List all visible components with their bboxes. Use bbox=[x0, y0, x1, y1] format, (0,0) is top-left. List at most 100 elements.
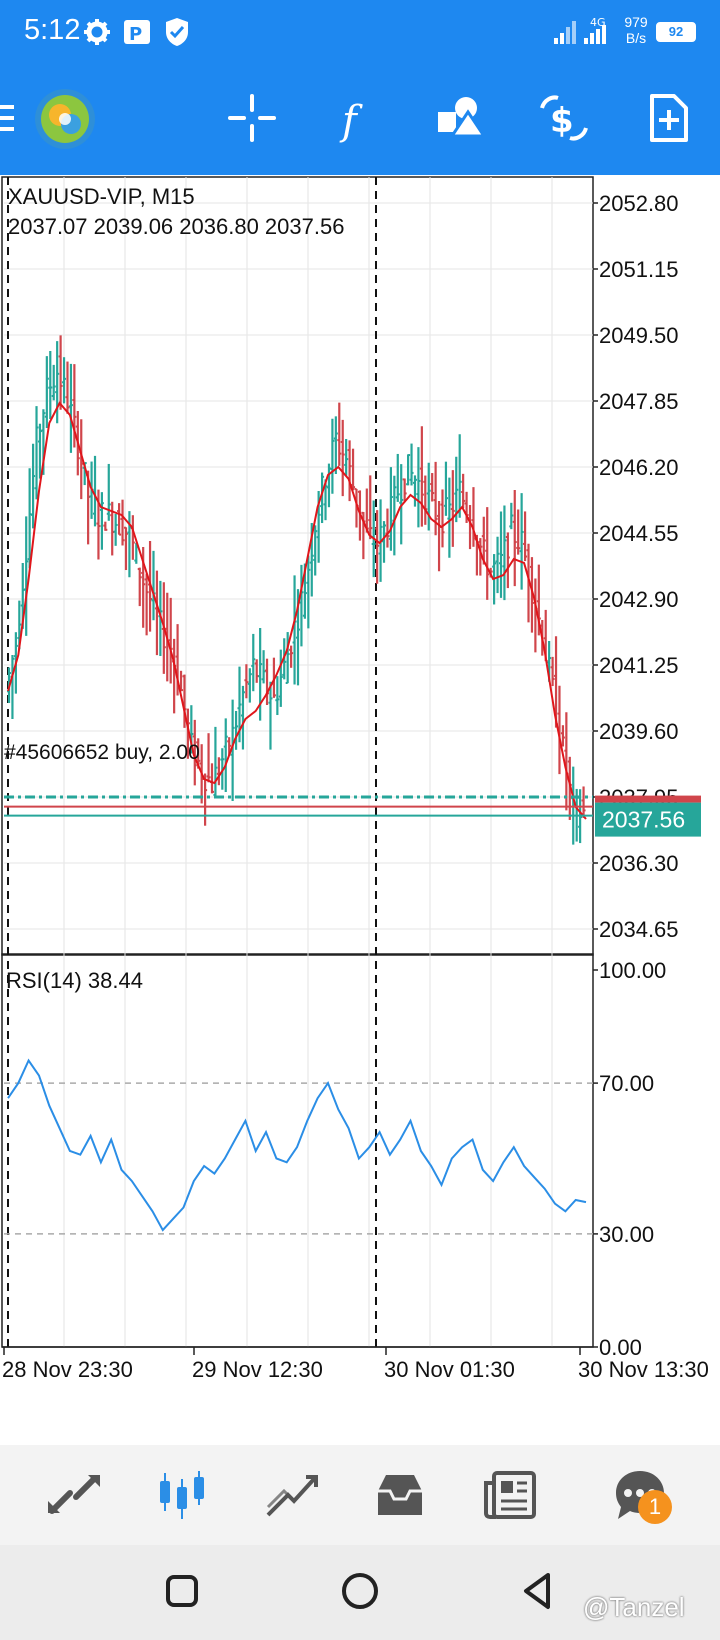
price-tick-label: 2036.30 bbox=[599, 851, 679, 876]
ohlc-bar bbox=[344, 438, 349, 476]
ohlc-bar bbox=[333, 416, 338, 475]
ohlc-bar bbox=[244, 664, 249, 699]
shield-icon bbox=[166, 18, 188, 46]
ohlc-bar bbox=[509, 502, 514, 530]
function-icon: f bbox=[339, 98, 363, 144]
ohlc-bar bbox=[447, 477, 452, 558]
ohlc-bar bbox=[292, 575, 297, 685]
nav-news[interactable] bbox=[480, 1467, 540, 1523]
nav-quotes[interactable] bbox=[44, 1467, 104, 1523]
price-chart[interactable]: 2052.80 2051.15 2049.50 2047.85 2046.20 2044.… bbox=[0, 175, 720, 1445]
trade-button[interactable]: $ bbox=[536, 90, 592, 146]
ohlc-bar bbox=[24, 516, 29, 636]
ohlc-bar bbox=[31, 443, 36, 529]
chart-toolbar: f $ bbox=[0, 68, 720, 175]
ohlc-bar bbox=[388, 467, 393, 551]
objects-button[interactable] bbox=[432, 90, 488, 146]
price-tick-label: 2047.85 bbox=[599, 389, 679, 414]
rsi-tick-label: 70.00 bbox=[599, 1071, 654, 1096]
chart-overlays: 2037.56 bbox=[4, 795, 701, 837]
home-button[interactable] bbox=[336, 1567, 384, 1615]
net-speed-value: 979 bbox=[624, 14, 648, 30]
chat-badge: 1 bbox=[638, 1490, 672, 1524]
rsi-label: RSI(14) 38.44 bbox=[6, 968, 143, 993]
ohlc-bar bbox=[34, 406, 39, 500]
ohlc-bar bbox=[234, 710, 239, 750]
app-logo[interactable] bbox=[34, 88, 96, 150]
rsi-tick-label: 30.00 bbox=[599, 1222, 654, 1247]
rsi-tick-label: 100.00 bbox=[599, 958, 666, 983]
rsi-line bbox=[7, 1058, 587, 1232]
symbol-label: XAUUSD-VIP, M15 bbox=[8, 184, 195, 209]
ohlc-bar bbox=[216, 757, 221, 786]
ohlc-bar bbox=[320, 472, 325, 524]
ohlc-bar bbox=[450, 470, 455, 547]
rsi-pane-border bbox=[1, 953, 594, 1348]
ohlc-bar bbox=[529, 557, 534, 633]
ohlc-bar bbox=[516, 509, 521, 555]
ohlc-bar bbox=[151, 550, 156, 621]
ohlc-bar bbox=[512, 489, 517, 587]
menu-button[interactable] bbox=[0, 90, 22, 146]
news-icon bbox=[484, 1471, 536, 1519]
new-order-icon bbox=[650, 94, 688, 142]
ohlc-bar bbox=[581, 786, 586, 818]
time-label: 30 Nov 13:30 bbox=[578, 1357, 709, 1382]
ohlc-bar bbox=[230, 699, 235, 802]
battery-icon: 92 bbox=[656, 22, 696, 42]
ohlc-bar bbox=[275, 676, 280, 716]
crosshair-button[interactable] bbox=[224, 90, 280, 146]
ohlc-bar bbox=[412, 475, 417, 507]
nav-trade[interactable] bbox=[262, 1467, 322, 1523]
svg-text:4G: 4G bbox=[590, 16, 606, 29]
ohlc-bar bbox=[203, 773, 208, 826]
new-order-button[interactable] bbox=[640, 90, 696, 146]
menu-icon bbox=[0, 105, 14, 131]
recents-icon bbox=[166, 1575, 198, 1607]
ohlc-bar bbox=[261, 650, 266, 684]
ohlc-bar bbox=[168, 597, 173, 684]
price-tick-label: 2049.50 bbox=[599, 323, 679, 348]
ohlc-bar bbox=[289, 645, 294, 668]
ohlc-bar bbox=[502, 505, 507, 601]
ohlc-bar bbox=[347, 440, 352, 502]
ohlc-bar bbox=[265, 658, 270, 706]
bottom-navigation bbox=[0, 1445, 720, 1545]
ohlc-bar bbox=[154, 570, 159, 656]
ohlc-bar bbox=[106, 463, 111, 521]
ohlc-bar bbox=[495, 536, 500, 594]
chart-area[interactable]: 2052.80 2051.15 2049.50 2047.85 2046.20 2044.… bbox=[0, 175, 720, 1445]
signal-icon bbox=[554, 21, 576, 44]
ohlc-bar bbox=[385, 508, 390, 548]
ohlc-bar bbox=[498, 511, 503, 598]
ohlc-bar bbox=[123, 526, 128, 571]
ohlc-bar bbox=[409, 443, 414, 486]
ohlc-label: 2037.07 2039.06 2036.80 2037.56 bbox=[8, 214, 344, 239]
chart-icon bbox=[160, 1471, 204, 1519]
history-icon bbox=[378, 1475, 422, 1515]
current-price-label: 2037.56 bbox=[602, 807, 685, 833]
nav-history[interactable] bbox=[370, 1467, 430, 1523]
ohlc-bar bbox=[254, 659, 259, 683]
app-logo-icon bbox=[35, 89, 95, 149]
ohlc-bar bbox=[461, 473, 466, 509]
ohlc-bar bbox=[103, 521, 108, 531]
price-tick-label: 2041.25 bbox=[599, 653, 679, 678]
gear-icon bbox=[84, 19, 110, 45]
order-label[interactable]: #45606652 buy, 2.00 bbox=[4, 741, 200, 764]
indicators-button[interactable]: f bbox=[328, 90, 384, 146]
grid: 2052.80 2051.15 2049.50 2047.85 2046.20 2044.… bbox=[1, 176, 679, 1348]
time-label: 30 Nov 01:30 bbox=[384, 1357, 515, 1382]
net-speed-unit: B/s bbox=[625, 30, 647, 46]
ohlc-bar bbox=[337, 402, 342, 466]
bid-price-tag bbox=[595, 802, 701, 837]
status-bar: 5:12 P 4G 979 B/s 92 bbox=[0, 0, 720, 68]
nav-chart[interactable] bbox=[152, 1467, 212, 1523]
ohlc-bar bbox=[375, 510, 380, 584]
quotes-icon bbox=[48, 1475, 100, 1514]
recents-button[interactable] bbox=[158, 1567, 206, 1615]
ohlc-bar bbox=[65, 361, 70, 414]
ohlc-bar bbox=[223, 718, 228, 793]
ask-price-tag bbox=[595, 795, 701, 803]
back-button[interactable] bbox=[514, 1567, 562, 1615]
